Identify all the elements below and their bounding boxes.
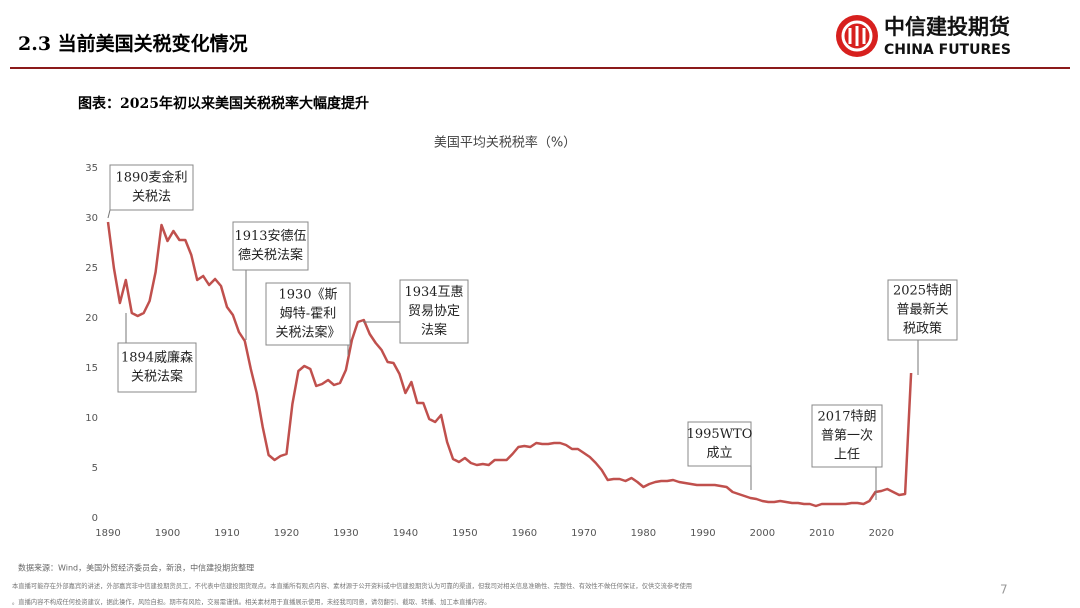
annotation: 2017特朗 [817,410,876,425]
y-tick-label: 35 [85,163,98,174]
x-tick-label: 1950 [452,528,477,539]
callout-box [399,279,469,344]
annotation: 1934互惠 [404,285,463,300]
x-tick-label: 2010 [809,528,834,539]
annotation: 贸易协定 [408,304,460,319]
annotation: 德关税法案 [238,248,303,263]
annotation: 上任 [834,448,860,463]
annotation: 1890麦金利 [115,170,187,186]
annotation: 普第一次 [821,428,873,444]
x-tick-label: 1960 [512,528,537,539]
y-tick-label: 15 [85,363,98,374]
callout-box [232,221,309,271]
annotation: 1894威廉森 [121,350,193,366]
x-tick-label: 1930 [333,528,358,539]
source: 数据来源：Wind，美国外贸经济委员会，新浪，中信建投期货整理 [18,563,254,573]
x-tick-label: 1910 [214,528,239,539]
x-tick-label: 1970 [571,528,596,539]
x-tick-label: 1990 [690,528,715,539]
logo-cn: 中信建投期货 [884,15,1010,39]
chart-caption: 图表：2025年初以来美国关税税率大幅度提升 [78,95,369,112]
y-tick-label: 5 [92,463,98,474]
x-tick-label: 1980 [631,528,656,539]
disclaimer: 本直播可能存在外部嘉宾的讲述，外部嘉宾非中信建投期货员工，不代表中信建投期货观点… [12,581,692,590]
x-tick-label: 1940 [393,528,418,539]
callout-box [265,282,351,346]
annotation: 姆特-霍利 [280,307,336,322]
annotation: 1995WTO [687,427,753,442]
x-tick-label: 1890 [95,528,120,539]
annotation: 1930《斯 [278,288,337,303]
logo-ring [841,20,873,52]
data-line [106,221,913,508]
callout-box [887,279,958,341]
header-title: 2.3 当前美国关税变化情况 [18,32,248,55]
x-tick-label: 2000 [750,528,775,539]
y-tick-label: 25 [85,263,98,274]
annotation: 2025特朗 [893,284,952,299]
callout-pointer [107,209,111,219]
annotation: 关税法 [132,190,171,205]
y-tick-label: 0 [92,513,98,524]
y-tick-label: 30 [85,213,98,224]
callout-box [687,421,752,467]
x-tick-label: 2020 [869,528,894,539]
annotation: 关税法案 [131,370,183,385]
chart-title: 美国平均关税税率（%） [434,135,576,151]
annotation: 1913安德伍 [234,229,306,244]
callout-box [117,342,197,393]
y-tick-label: 10 [85,413,98,424]
x-tick-label: 1900 [155,528,180,539]
y-tick-label: 20 [85,313,98,324]
disclaimer: 。直播内容不构成任何投资建议，据此操作，风险自担。期市有风险，交易需谨慎。相关素… [12,597,491,606]
annotation: 关税法案》 [275,326,340,341]
annotation: 税政策 [903,321,942,337]
callout-box [811,404,883,468]
logo-en: CHINA FUTURES [884,42,1011,58]
annotation: 法案 [421,323,447,338]
page-number: 7 [1000,583,1008,597]
annotation: 普最新关 [896,302,948,318]
x-tick-label: 1920 [274,528,299,539]
logo: 中信建投期货 CHINA FUTURES [836,15,1011,58]
callout-box [109,164,194,211]
logo-bars [848,26,866,46]
annotation: 成立 [706,446,732,461]
